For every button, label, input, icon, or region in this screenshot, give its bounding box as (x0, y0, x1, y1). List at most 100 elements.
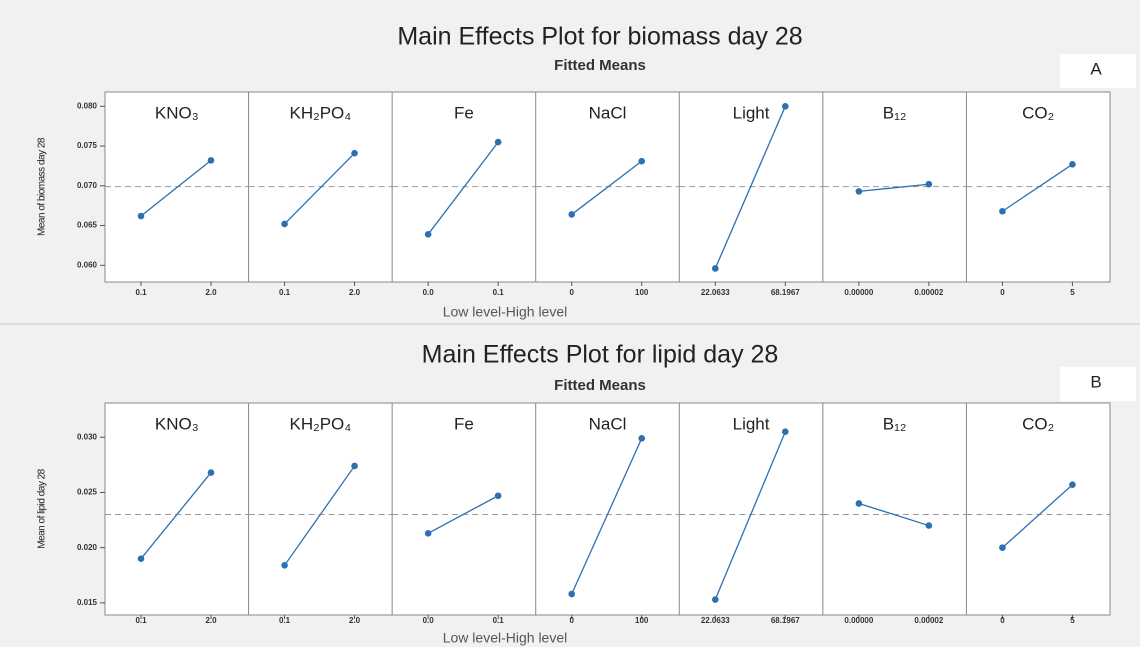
chart-subtitle: Fitted Means (554, 57, 646, 74)
x-tick-label: 0 (569, 288, 574, 297)
x-tick-label: 2.0 (349, 616, 361, 625)
effect-point (1069, 161, 1076, 168)
x-tick-label: 2.0 (349, 288, 361, 297)
x-axis-label: Low level-High level (443, 630, 568, 646)
x-tick-label: 0.1 (279, 616, 291, 625)
x-tick-label: 2.0 (205, 616, 217, 625)
factor-name: CO₂ (1022, 414, 1054, 433)
x-tick-label: 0.0 (423, 288, 435, 297)
y-tick-label: 0.070 (77, 181, 98, 190)
y-tick-label: 0.060 (77, 260, 98, 269)
chart-title: Main Effects Plot for biomass day 28 (397, 23, 802, 51)
factor-name: B₁₂ (883, 103, 907, 122)
x-tick-label: 68.1967 (771, 288, 800, 297)
effect-point (207, 469, 215, 476)
x-tick-label: 0.1 (493, 616, 505, 625)
effect-point (494, 138, 502, 146)
y-tick-label: 0.025 (77, 488, 98, 497)
effect-point (137, 212, 145, 220)
effect-line (1001, 484, 1073, 549)
effect-line (284, 152, 356, 225)
effect-point (638, 157, 646, 165)
y-tick-label: 0.015 (77, 598, 98, 607)
x-tick-label: 5 (1070, 288, 1075, 297)
y-tick-label: 0.065 (77, 221, 98, 230)
effect-point (855, 188, 863, 195)
y-axis-label: Mean of biomass day 28 (37, 137, 48, 236)
effect-line (140, 159, 212, 217)
x-tick-label: 0.1 (135, 616, 147, 625)
effect-line (284, 465, 356, 566)
x-tick-label: 0.1 (279, 288, 291, 297)
factor-name: Light (733, 103, 770, 122)
effect-point (424, 529, 432, 537)
x-tick-label: 100 (635, 616, 649, 625)
effect-line (571, 438, 643, 595)
factor-name: Fe (454, 103, 474, 122)
x-tick-label: 2.0 (205, 288, 217, 297)
effect-line (858, 183, 929, 193)
effect-point (137, 555, 145, 562)
effect-point (925, 180, 933, 188)
effect-line (858, 502, 930, 527)
chart-subtitle: Fitted Means (554, 377, 646, 394)
effect-point (351, 462, 358, 470)
factor-name: Fe (454, 414, 474, 433)
effect-point (494, 492, 502, 500)
factor-name: KH₂PO₄ (289, 414, 351, 433)
x-tick-label: 5 (1070, 616, 1075, 625)
x-tick-label: 0.00000 (844, 616, 873, 625)
factor-name: KNO₃ (155, 103, 199, 122)
y-tick-label: 0.075 (77, 141, 98, 150)
effect-point (855, 500, 863, 507)
effect-point (568, 590, 576, 598)
x-tick-label: 0.1 (135, 288, 147, 297)
effect-point (638, 435, 646, 442)
effect-line (714, 106, 786, 269)
effect-line (140, 472, 212, 560)
effect-point (1069, 481, 1076, 489)
factor-name: NaCl (589, 103, 627, 122)
effect-point (781, 428, 789, 436)
effect-point (999, 207, 1006, 215)
effect-point (351, 149, 358, 157)
effect-point (281, 220, 288, 228)
effect-line (714, 431, 786, 600)
x-tick-label: 0.00002 (914, 616, 943, 625)
panel-label: A (1090, 59, 1102, 78)
x-axis-label: Low level-High level (443, 304, 568, 320)
effect-point (207, 157, 215, 164)
effect-point (568, 211, 576, 218)
effect-point (925, 522, 933, 529)
x-tick-label: 22.0633 (701, 288, 730, 297)
x-tick-label: 0.0 (423, 616, 435, 625)
effect-point (281, 562, 288, 569)
y-axis-label: Mean of lipid day 28 (37, 468, 48, 548)
factor-name: Light (733, 414, 770, 433)
x-tick-label: 0 (1000, 616, 1005, 625)
factor-name: B₁₂ (883, 414, 907, 433)
chart-title: Main Effects Plot for lipid day 28 (422, 341, 779, 369)
effect-point (711, 596, 719, 603)
panel-label-box (1060, 367, 1136, 401)
effect-line (571, 160, 643, 215)
y-tick-label: 0.020 (77, 543, 98, 552)
effect-point (711, 265, 719, 272)
x-tick-label: 22.0633 (701, 616, 730, 625)
y-tick-label: 0.080 (77, 101, 98, 110)
effect-point (781, 103, 789, 110)
plot-area (104, 402, 1111, 616)
y-tick-label: 0.030 (77, 432, 98, 441)
x-tick-label: 100 (635, 288, 649, 297)
factor-name: NaCl (589, 414, 627, 433)
x-tick-label: 0.00002 (914, 288, 943, 297)
x-tick-label: 0 (569, 616, 574, 625)
effect-line (427, 495, 499, 534)
factor-name: KNO₃ (155, 414, 199, 433)
x-tick-label: 68.1967 (771, 616, 800, 625)
effect-point (424, 231, 432, 238)
x-tick-label: 0 (1000, 288, 1005, 297)
x-tick-label: 0.1 (493, 288, 505, 297)
x-tick-label: 0.00000 (844, 288, 873, 297)
